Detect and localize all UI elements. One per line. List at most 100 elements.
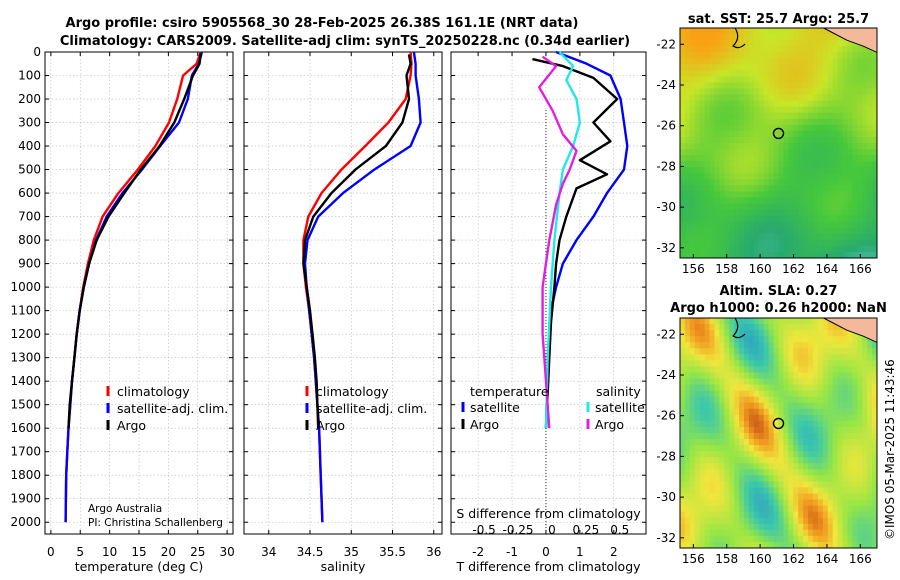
map-cell bbox=[694, 100, 701, 108]
map-cell bbox=[872, 233, 878, 241]
map-cell bbox=[808, 173, 814, 180]
map-cell bbox=[729, 481, 735, 488]
map-cell bbox=[872, 209, 878, 217]
map-cell bbox=[817, 481, 824, 488]
map-cell bbox=[793, 179, 799, 186]
map-cell bbox=[680, 523, 686, 531]
map-cell bbox=[832, 227, 838, 235]
map-cell bbox=[680, 354, 686, 361]
map-cell bbox=[862, 46, 868, 53]
map-cell bbox=[827, 535, 834, 543]
map-cell bbox=[837, 354, 843, 361]
map-cell bbox=[694, 487, 701, 494]
map-cell bbox=[734, 58, 740, 65]
map-cell bbox=[773, 149, 779, 156]
map-cell bbox=[808, 439, 814, 446]
map-cell bbox=[798, 215, 804, 223]
map-cell bbox=[744, 46, 750, 53]
map-cell bbox=[699, 517, 706, 525]
map-cell bbox=[812, 402, 819, 410]
map-cell bbox=[808, 487, 814, 494]
map-cell bbox=[847, 94, 853, 102]
map-cell bbox=[847, 46, 853, 53]
map-cell bbox=[768, 118, 774, 126]
map-cell bbox=[739, 100, 745, 108]
map-cell bbox=[773, 173, 779, 180]
map-cell bbox=[798, 124, 804, 132]
map-cell bbox=[773, 324, 779, 331]
map-cell bbox=[744, 197, 750, 204]
map-cell bbox=[793, 106, 799, 114]
map-cell bbox=[753, 408, 760, 416]
map-cell bbox=[808, 46, 814, 53]
map-cell bbox=[758, 318, 765, 325]
map-cell bbox=[832, 487, 838, 494]
map-cell bbox=[852, 433, 858, 440]
map-cell bbox=[832, 457, 838, 464]
map-cell bbox=[763, 239, 770, 247]
map-cell bbox=[867, 227, 873, 235]
map-cell bbox=[857, 360, 863, 367]
map-cell bbox=[788, 451, 794, 458]
map-cell bbox=[768, 354, 774, 361]
map-cell bbox=[734, 360, 740, 367]
map-cell bbox=[704, 197, 710, 204]
map-cell bbox=[763, 215, 770, 223]
map-cell bbox=[872, 155, 878, 162]
map-cell bbox=[734, 324, 740, 331]
map-cell bbox=[857, 439, 863, 446]
map-cell bbox=[788, 324, 794, 331]
map-cell bbox=[862, 469, 868, 476]
y-tick-label: -22 bbox=[656, 327, 676, 341]
map-cell bbox=[867, 414, 873, 422]
map-cell bbox=[827, 52, 834, 59]
map-cell bbox=[793, 251, 799, 259]
map-cell bbox=[758, 523, 765, 531]
map-cell bbox=[714, 408, 720, 416]
map-cell bbox=[763, 46, 770, 53]
map-cell bbox=[832, 76, 838, 83]
map-cell bbox=[788, 58, 794, 65]
map-cell bbox=[773, 402, 779, 410]
map-cell bbox=[867, 354, 873, 361]
map-frame bbox=[679, 317, 878, 549]
map-cell bbox=[773, 227, 779, 235]
map-cell bbox=[862, 161, 868, 168]
map-cell bbox=[699, 40, 706, 47]
map-cell bbox=[709, 414, 715, 422]
map-cell bbox=[778, 46, 784, 53]
map-cell bbox=[714, 185, 720, 192]
map-cell bbox=[694, 330, 701, 337]
map-cell bbox=[763, 451, 770, 458]
map-cell bbox=[852, 143, 858, 150]
map-cell bbox=[788, 463, 794, 470]
map-cell bbox=[852, 445, 858, 452]
map-cell bbox=[694, 360, 701, 367]
x-tick-label: 164 bbox=[815, 552, 838, 566]
map-cell bbox=[699, 46, 706, 53]
map-cell bbox=[783, 523, 789, 531]
map-cell bbox=[803, 82, 809, 89]
map-cell bbox=[822, 179, 829, 186]
map-cell bbox=[778, 76, 784, 83]
map-cell bbox=[817, 445, 824, 452]
map-cell bbox=[753, 330, 760, 337]
map-cell bbox=[798, 70, 804, 77]
map-cell bbox=[684, 481, 691, 488]
map-cell bbox=[709, 348, 715, 355]
map-cell bbox=[793, 529, 799, 537]
map-cell bbox=[699, 414, 706, 422]
map-cell bbox=[714, 94, 720, 102]
map-cell bbox=[724, 124, 730, 132]
map-cell bbox=[768, 52, 774, 59]
map-cell bbox=[724, 46, 730, 53]
map-cell bbox=[748, 318, 755, 325]
map-cell bbox=[729, 408, 735, 416]
map-cell bbox=[763, 511, 770, 519]
map-cell bbox=[684, 511, 691, 519]
map-cell bbox=[827, 517, 834, 525]
map-cell bbox=[719, 318, 725, 325]
map-cell bbox=[768, 106, 774, 114]
map-cell bbox=[837, 94, 843, 102]
map-cell bbox=[694, 541, 701, 549]
